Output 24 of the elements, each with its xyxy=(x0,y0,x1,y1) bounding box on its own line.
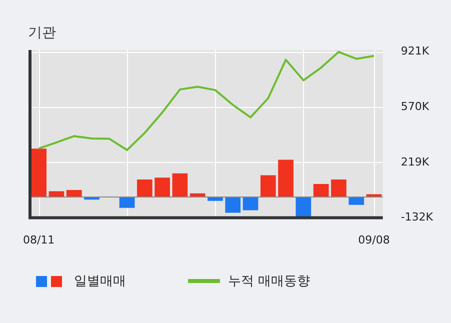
bar xyxy=(31,148,46,197)
bar xyxy=(154,178,170,197)
bar xyxy=(119,196,135,208)
bar xyxy=(296,196,312,218)
bar xyxy=(136,179,152,197)
bar xyxy=(278,160,294,197)
y-tick-label: 921K xyxy=(400,44,430,58)
y-tick-label: -132K xyxy=(400,210,434,224)
bar xyxy=(172,173,188,197)
chart-title: 기관 xyxy=(28,24,56,42)
bar xyxy=(242,196,258,210)
y-tick-label: 219K xyxy=(400,155,430,168)
x-tick-label: 08/11 xyxy=(22,233,55,246)
x-tick-label: 09/08 xyxy=(358,233,390,246)
bar xyxy=(66,190,82,197)
bar xyxy=(348,196,364,205)
bar xyxy=(208,196,223,201)
bar xyxy=(260,175,276,197)
legend-label: 누적 매매동향 xyxy=(228,273,310,290)
bar xyxy=(331,179,346,197)
y-tick-label: 570K xyxy=(400,100,430,113)
bar xyxy=(225,196,241,213)
bar xyxy=(313,184,329,197)
legend-label: 일별매매 xyxy=(74,273,126,290)
